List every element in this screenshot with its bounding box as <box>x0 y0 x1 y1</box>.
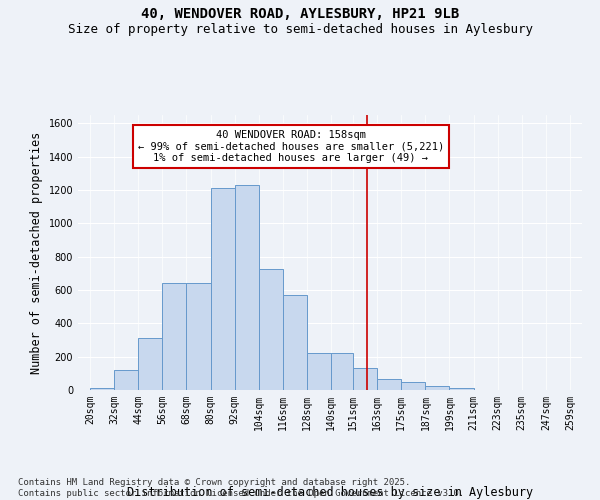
Bar <box>90 388 114 390</box>
Text: 40, WENDOVER ROAD, AYLESBURY, HP21 9LB: 40, WENDOVER ROAD, AYLESBURY, HP21 9LB <box>141 8 459 22</box>
Bar <box>353 368 377 390</box>
Bar <box>307 354 331 390</box>
Bar <box>283 295 307 390</box>
Y-axis label: Number of semi-detached properties: Number of semi-detached properties <box>30 132 43 374</box>
Bar <box>259 269 283 390</box>
Bar <box>449 388 473 390</box>
Bar <box>425 386 449 390</box>
Bar <box>114 370 138 390</box>
Bar <box>377 379 401 390</box>
Bar <box>211 188 235 390</box>
Text: Size of property relative to semi-detached houses in Aylesbury: Size of property relative to semi-detach… <box>67 22 533 36</box>
Text: Contains HM Land Registry data © Crown copyright and database right 2025.
Contai: Contains HM Land Registry data © Crown c… <box>18 478 464 498</box>
Bar <box>235 185 259 390</box>
Bar <box>331 354 353 390</box>
Bar <box>401 382 425 390</box>
Bar <box>138 338 163 390</box>
Bar <box>187 284 211 390</box>
X-axis label: Distribution of semi-detached houses by size in Aylesbury: Distribution of semi-detached houses by … <box>127 486 533 498</box>
Bar <box>163 284 187 390</box>
Text: 40 WENDOVER ROAD: 158sqm
← 99% of semi-detached houses are smaller (5,221)
1% of: 40 WENDOVER ROAD: 158sqm ← 99% of semi-d… <box>138 130 444 163</box>
